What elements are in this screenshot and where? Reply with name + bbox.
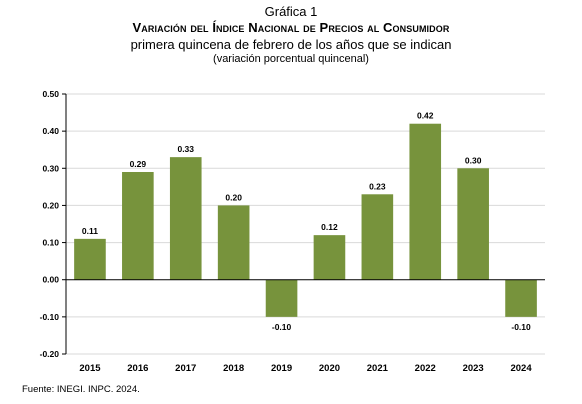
bar-2021 [361, 194, 394, 280]
x-tick-label: 2021 [367, 363, 389, 374]
bar-2016 [122, 172, 154, 280]
chart-subtitle: primera quincena de febrero de los años … [130, 37, 452, 52]
y-tick-label: 0.20 [42, 200, 59, 210]
x-tick-label: 2022 [415, 363, 436, 374]
bar-2022 [409, 123, 442, 280]
chart-label: Gráfica 1 [264, 4, 318, 19]
bar-2018 [217, 205, 250, 280]
y-tick-label: 0.40 [42, 126, 59, 136]
data-label: 0.42 [417, 111, 434, 121]
source-note: Fuente: INEGI. INPC. 2024. [22, 384, 140, 395]
y-tick-label: -0.20 [40, 349, 60, 359]
data-label: -0.10 [272, 322, 292, 332]
x-tick-label: 2024 [510, 363, 532, 374]
y-tick-label: 0.00 [42, 275, 59, 285]
y-tick-label: 0.50 [42, 89, 59, 99]
bar-2024 [505, 279, 537, 317]
chart-units: (variación porcentual quincenal) [213, 53, 369, 65]
bar-2017 [169, 157, 202, 280]
x-tick-label: 2016 [127, 363, 148, 374]
x-tick-label: 2019 [271, 363, 292, 374]
data-label: 0.20 [225, 192, 242, 202]
y-tick-label: 0.30 [42, 163, 59, 173]
y-tick-label: -0.10 [40, 312, 60, 322]
data-label: 0.11 [82, 226, 98, 236]
x-tick-label: 2017 [175, 363, 196, 374]
x-tick-label: 2020 [319, 363, 340, 374]
data-label: 0.33 [177, 144, 194, 154]
bar-2020 [313, 235, 346, 280]
data-label: 0.23 [369, 181, 386, 191]
x-tick-label: 2023 [463, 363, 484, 374]
data-label: 0.12 [321, 222, 338, 232]
x-tick-label: 2018 [223, 363, 244, 374]
data-label: 0.29 [130, 159, 147, 169]
chart-title: Variación del Índice Nacional de Precios… [132, 20, 450, 35]
x-tick-label: 2015 [79, 363, 101, 374]
data-label: -0.10 [511, 322, 531, 332]
bar-2015 [74, 238, 106, 280]
bar-2023 [457, 168, 489, 280]
data-label: 0.30 [465, 155, 482, 165]
bar-2019 [265, 279, 298, 317]
y-tick-label: 0.10 [42, 238, 59, 248]
